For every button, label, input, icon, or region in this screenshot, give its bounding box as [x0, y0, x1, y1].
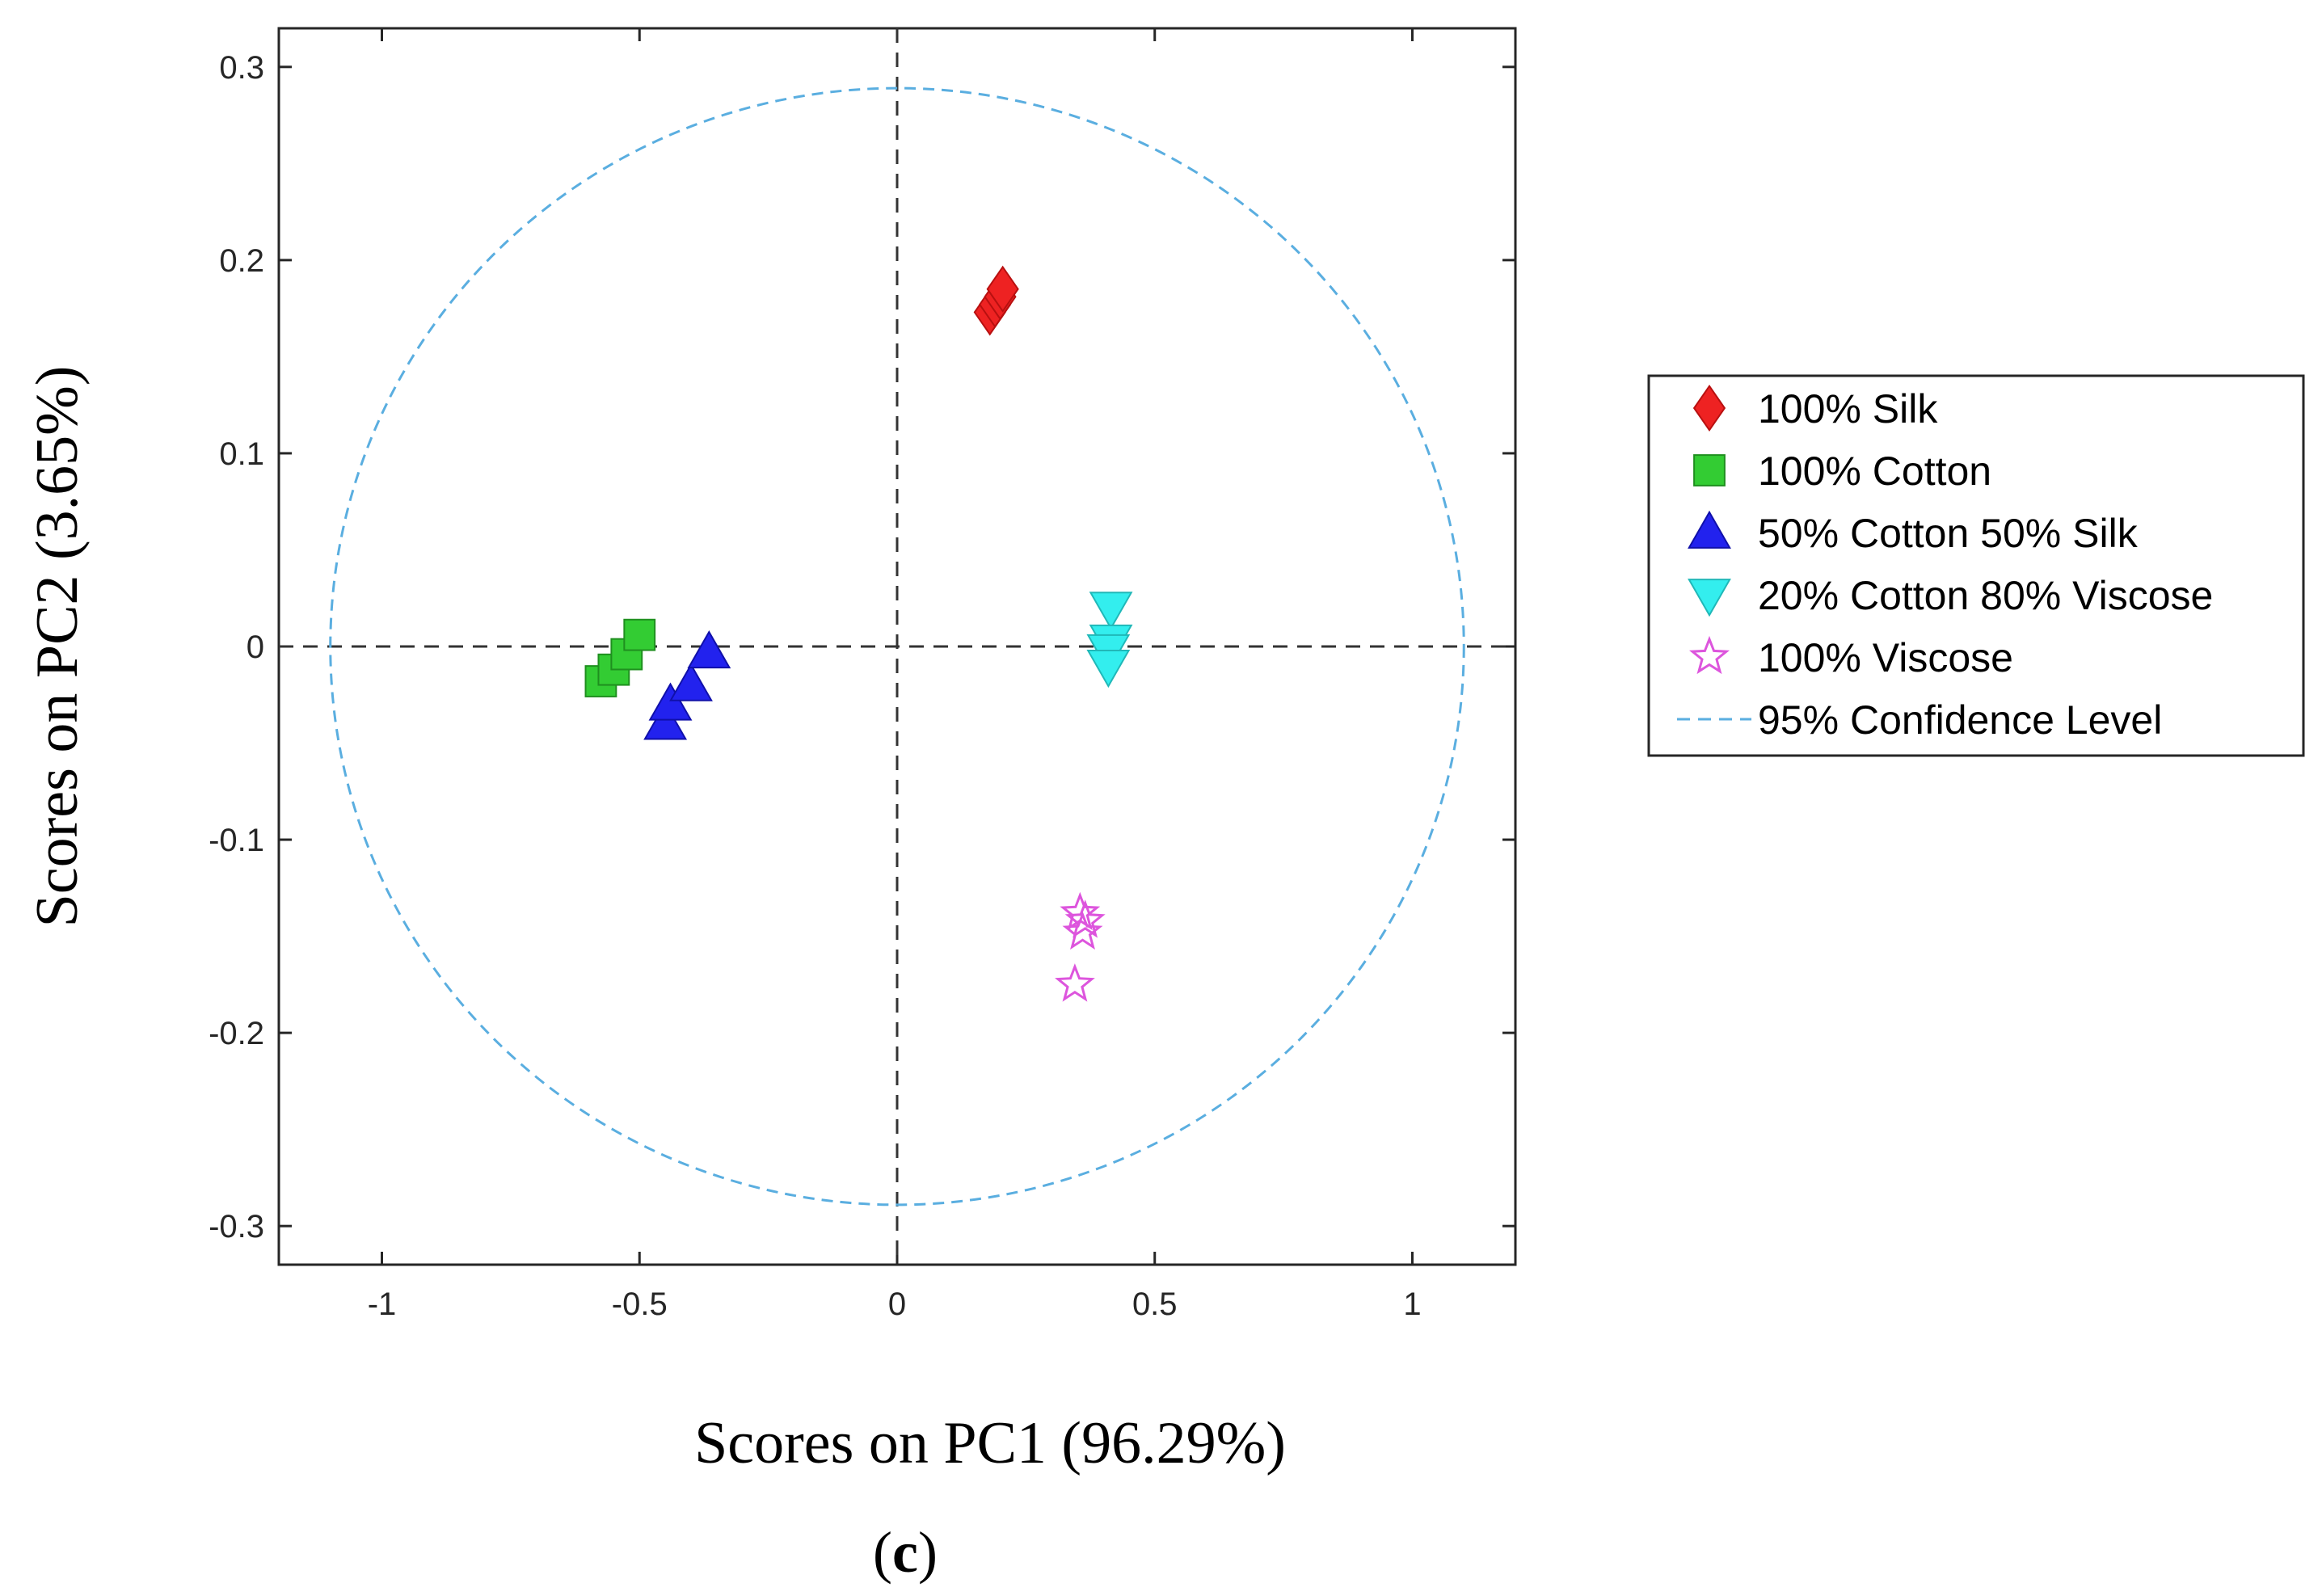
x-tick-label: 0.5: [1132, 1286, 1178, 1322]
y-tick-label: -0.3: [209, 1209, 264, 1244]
point-star: [1062, 911, 1103, 950]
legend-marker-square: [1693, 454, 1726, 486]
point-triangle-down: [1089, 592, 1133, 630]
confidence-ellipse: [329, 86, 1465, 1206]
legend-marker-star: [1689, 635, 1730, 675]
data-points: [584, 265, 1133, 1002]
point-triangle-up: [643, 701, 688, 740]
x-tick-label: 0: [888, 1286, 906, 1322]
panel-label-close: ): [918, 1520, 938, 1585]
y-tick-label: -0.1: [209, 823, 264, 858]
point-triangle-up: [669, 663, 713, 701]
legend-label: 100% Viscose: [1758, 635, 2013, 680]
legend-marker-diamond: [1692, 384, 1726, 432]
x-tick-label: -1: [368, 1286, 397, 1322]
y-tick-label: 0.2: [219, 243, 264, 279]
x-axis-title: Scores on PC1 (96.29%): [694, 1410, 1286, 1476]
y-tick-label: -0.2: [209, 1016, 264, 1051]
x-tick-label: -0.5: [612, 1286, 668, 1322]
panel-label-letter: c: [892, 1520, 918, 1585]
point-square: [623, 618, 656, 651]
legend-marker-triangle-up: [1688, 510, 1731, 549]
panel-label: (c): [873, 1520, 938, 1585]
y-axis-title: Scores on PC2 (3.65%): [24, 366, 91, 928]
legend-box: [1647, 374, 2305, 757]
confidence-ellipse-layer: [329, 86, 1465, 1206]
point-triangle-down: [1086, 650, 1131, 689]
legend-marker-triangle-down: [1688, 579, 1731, 617]
panel-label-open: (: [873, 1520, 892, 1585]
y-axis-ticks: 0.3 0.2 0.1 0 -0.1 -0.2 -0.3: [209, 50, 1515, 1244]
zero-reference-lines: [279, 28, 1515, 1265]
point-star: [1064, 899, 1106, 938]
x-tick-label: 1: [1403, 1286, 1421, 1322]
legend-label: 100% Silk: [1758, 386, 1938, 432]
point-triangle-up: [687, 630, 731, 669]
y-tick-label: 0: [247, 630, 264, 665]
point-diamond: [986, 265, 1019, 313]
legend-label: 100% Cotton: [1758, 448, 1991, 494]
x-axis-ticks: -1 -0.5 0 0.5 1: [368, 28, 1422, 1322]
legend-label: 20% Cotton 80% Viscose: [1758, 573, 2213, 618]
legend-items: 100% Silk 100% Cotton 50% Cotton 50% Silk 2…: [1677, 384, 2213, 743]
point-star: [1055, 963, 1095, 1002]
legend: 100% Silk 100% Cotton 50% Cotton 50% Silk 2…: [1647, 374, 2305, 757]
y-tick-label: 0.1: [219, 436, 264, 472]
y-tick-label: 0.3: [219, 50, 264, 86]
legend-label: 50% Cotton 50% Silk: [1758, 511, 2139, 556]
legend-label: 95% Confidence Level: [1758, 697, 2162, 743]
point-triangle-up: [648, 682, 693, 721]
